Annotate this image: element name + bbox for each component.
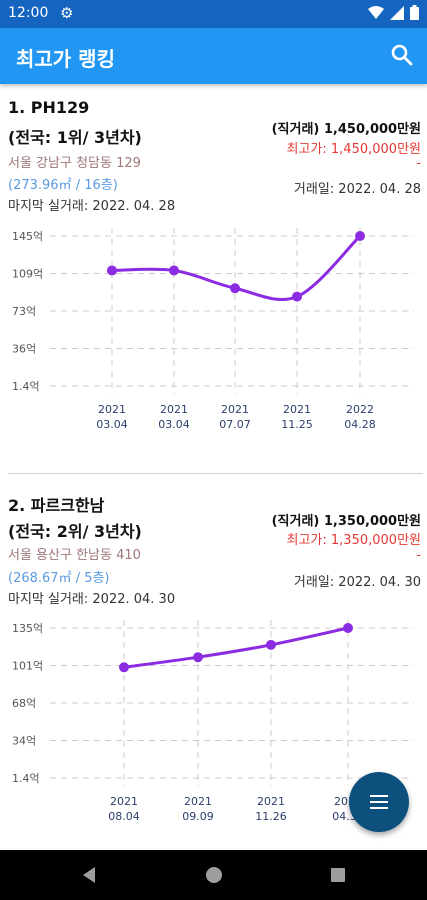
recents-icon[interactable] [328,865,348,885]
listing-area: (273.96㎡ / 16층) [8,178,118,193]
listing-address: 서울 용산구 한남동 410 [8,548,141,563]
status-time: 12:00 [8,5,49,21]
data-point [193,652,203,663]
x-tick-label: 07.07 [219,418,251,431]
listing-change: - [416,156,421,171]
listing-rank: (전국: 2위/ 3년차) [8,522,142,541]
y-tick-label: 1.4억 [12,772,40,785]
listing-card[interactable]: 2. 파르크한남 (전국: 2위/ 3년차) 서울 용산구 한남동 410 (2… [0,478,427,850]
x-tick-label: 2021 [257,795,285,808]
y-tick-label: 109억 [12,268,43,281]
x-tick-label: 2021 [110,795,138,808]
status-bar: 12:00 ⚙ [0,0,427,28]
x-tick-label: 11.26 [255,810,287,823]
y-tick-label: 145억 [12,230,43,243]
back-icon[interactable] [80,865,100,885]
y-tick-label: 135억 [12,622,43,635]
listing-rank: (전국: 1위/ 3년차) [8,128,142,147]
y-tick-label: 68억 [12,697,36,710]
data-point [107,265,117,276]
battery-icon [410,5,419,20]
x-tick-label: 2021 [160,403,188,416]
divider [8,473,423,474]
x-tick-label: 2021 [221,403,249,416]
y-tick-label: 34억 [12,735,36,748]
listing-address: 서울 강남구 청담동 129 [8,156,141,171]
listing-name: 1. PH129 [8,98,90,117]
page-title: 최고가 랭킹 [16,47,115,71]
x-tick-label: 2021 [283,403,311,416]
y-tick-label: 36억 [12,343,36,356]
menu-fab-button[interactable] [349,772,409,832]
x-tick-label: 2021 [184,795,212,808]
home-icon[interactable] [204,865,224,885]
x-tick-label: 03.04 [96,418,128,431]
data-point [343,623,353,633]
price-chart: 145억 109억 73억 36억 1.4억 2021 03.04 2021 03.04 2021… [12,228,414,431]
y-tick-label: 101억 [12,660,43,673]
data-point [355,231,365,241]
listing-area: (268.67㎡ / 5층) [8,571,110,586]
x-tick-label: 2022 [346,403,374,416]
listing-trade-date: 거래일: 2022. 04. 28 [293,182,421,197]
x-tick-label: 04.28 [344,418,376,431]
listing-last-trade: 마지막 실거래: 2022. 04. 28 [8,199,176,214]
y-tick-label: 73억 [12,305,36,318]
y-tick-label: 1.4억 [12,380,40,393]
status-icons [368,5,419,20]
gear-icon: ⚙ [60,4,74,22]
listing-last-trade: 마지막 실거래: 2022. 04. 30 [8,592,176,607]
data-point [266,639,276,650]
listing-trade-date: 거래일: 2022. 04. 30 [293,575,421,590]
x-tick-label: 08.04 [108,810,140,823]
data-point [292,291,302,302]
listing-high-price: 최고가: 1,350,000만원 [286,533,421,548]
series-line [123,626,349,669]
x-tick-label: 2021 [98,403,126,416]
listing-name: 2. 파르크한남 [8,496,105,515]
signal-icon [390,5,404,20]
x-tick-label: 11.25 [281,418,313,431]
x-tick-label: 03.04 [158,418,190,431]
listing-card[interactable]: 1. PH129 (전국: 1위/ 3년차) 서울 강남구 청담동 129 (2… [0,84,427,470]
data-point [169,265,179,276]
listing-trade-price: (직거래) 1,450,000만원 [271,122,421,137]
listing-change: - [416,548,421,563]
data-point [230,283,240,294]
app-bar: 최고가 랭킹 [0,28,427,84]
data-point [119,662,129,673]
listing-trade-price: (직거래) 1,350,000만원 [271,514,421,529]
system-nav-bar [0,850,427,900]
wifi-icon [368,5,384,19]
x-tick-label: 09.09 [182,810,214,823]
listing-high-price: 최고가: 1,450,000만원 [286,142,421,157]
search-icon[interactable] [389,42,415,68]
